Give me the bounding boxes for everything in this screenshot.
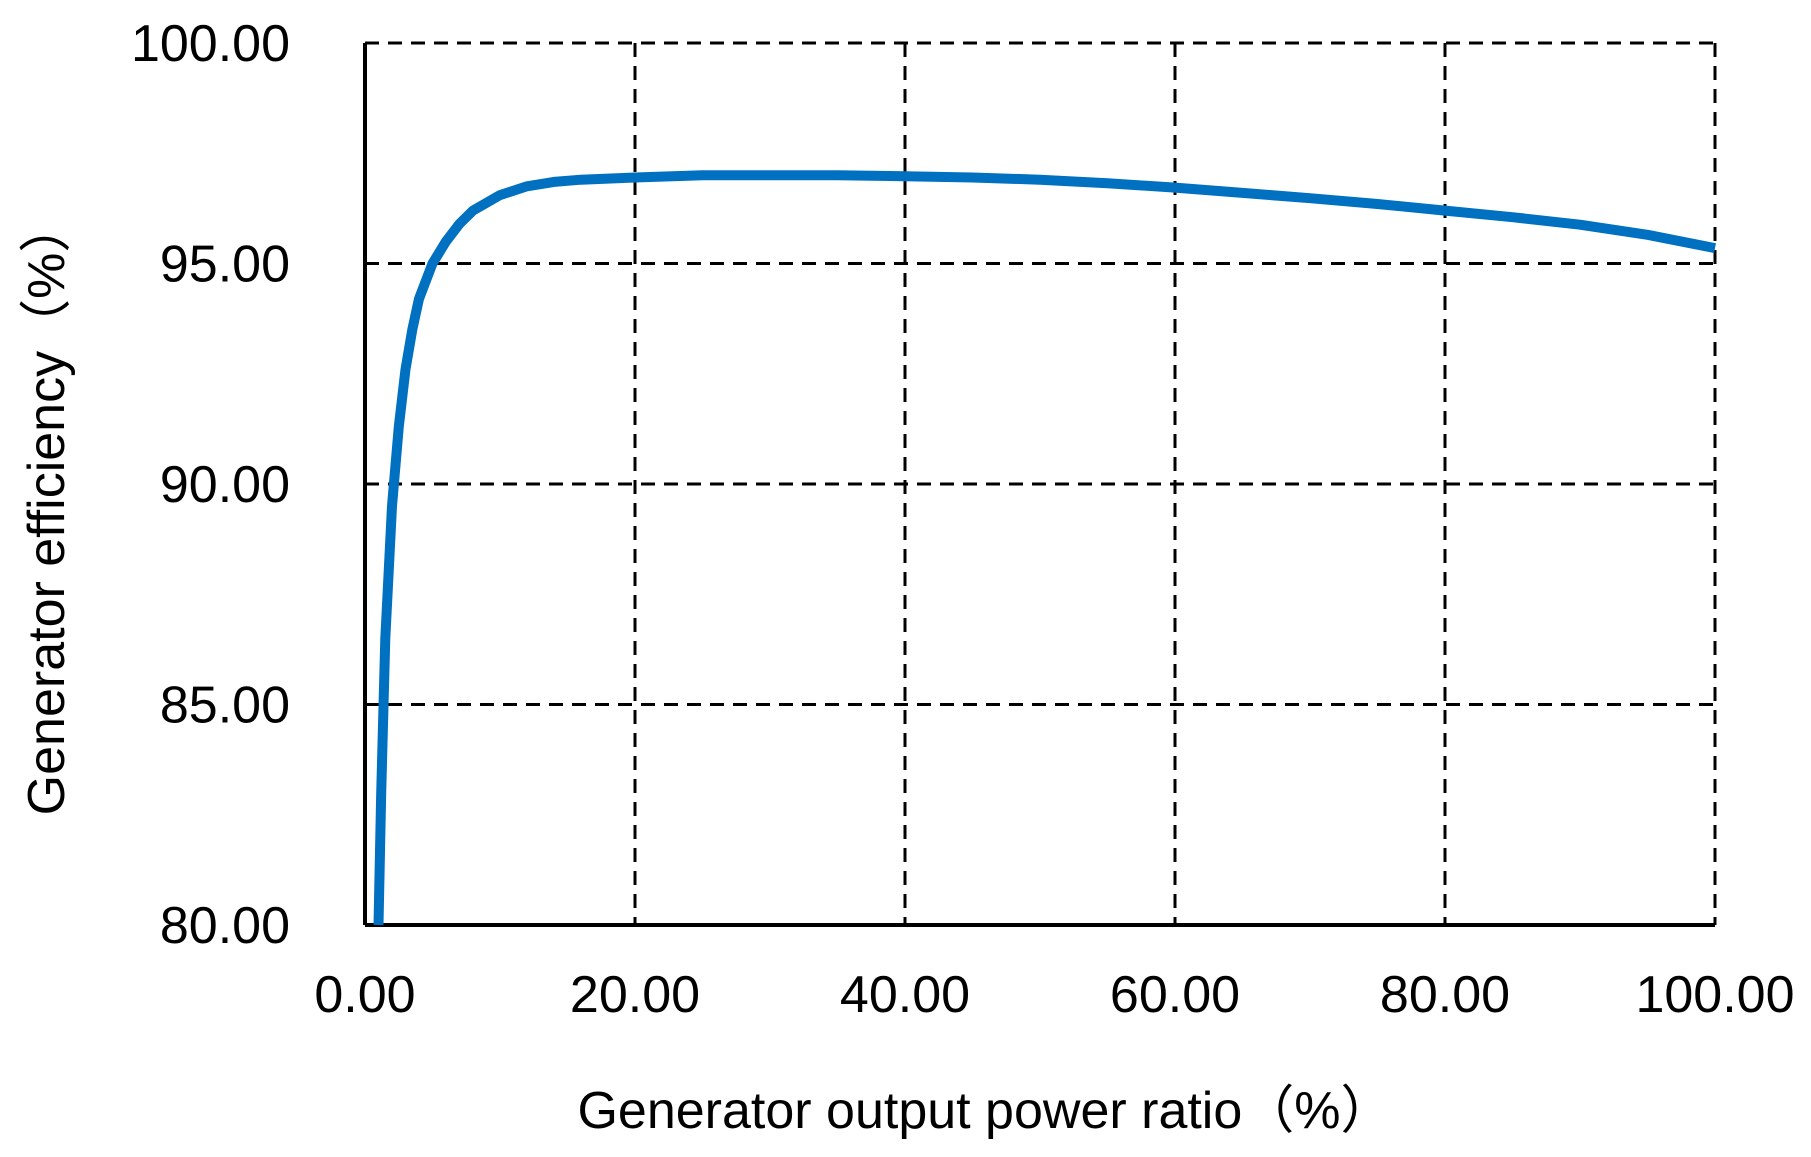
y-tick-label-2: 90.00 (160, 456, 290, 514)
y-tick-label-4: 100.00 (131, 15, 290, 73)
x-tick-label-4: 80.00 (1380, 966, 1510, 1024)
x-tick-label-5: 100.00 (1635, 966, 1794, 1024)
y-tick-label-1: 85.00 (160, 677, 290, 735)
efficiency-series-line (373, 170, 1716, 926)
x-axis-title: Generator output power ratio（%） (577, 1082, 1392, 1140)
x-tick-label-2: 40.00 (840, 966, 970, 1024)
y-tick-label-3: 95.00 (160, 236, 290, 294)
y-axis-title: Generator efficiency（%） (18, 201, 76, 816)
y-tick-labels: 80.00 85.00 90.00 95.00 100.00 (131, 15, 290, 955)
y-tick-label-0: 80.00 (160, 897, 290, 955)
x-tick-label-0: 0.00 (314, 966, 415, 1024)
series-layer (373, 170, 1716, 926)
x-tick-label-3: 60.00 (1110, 966, 1240, 1024)
axes (363, 43, 1715, 927)
grid-lines (365, 41, 1717, 925)
x-tick-label-1: 20.00 (570, 966, 700, 1024)
x-tick-labels: 0.00 20.00 40.00 60.00 80.00 100.00 (314, 966, 1794, 1024)
